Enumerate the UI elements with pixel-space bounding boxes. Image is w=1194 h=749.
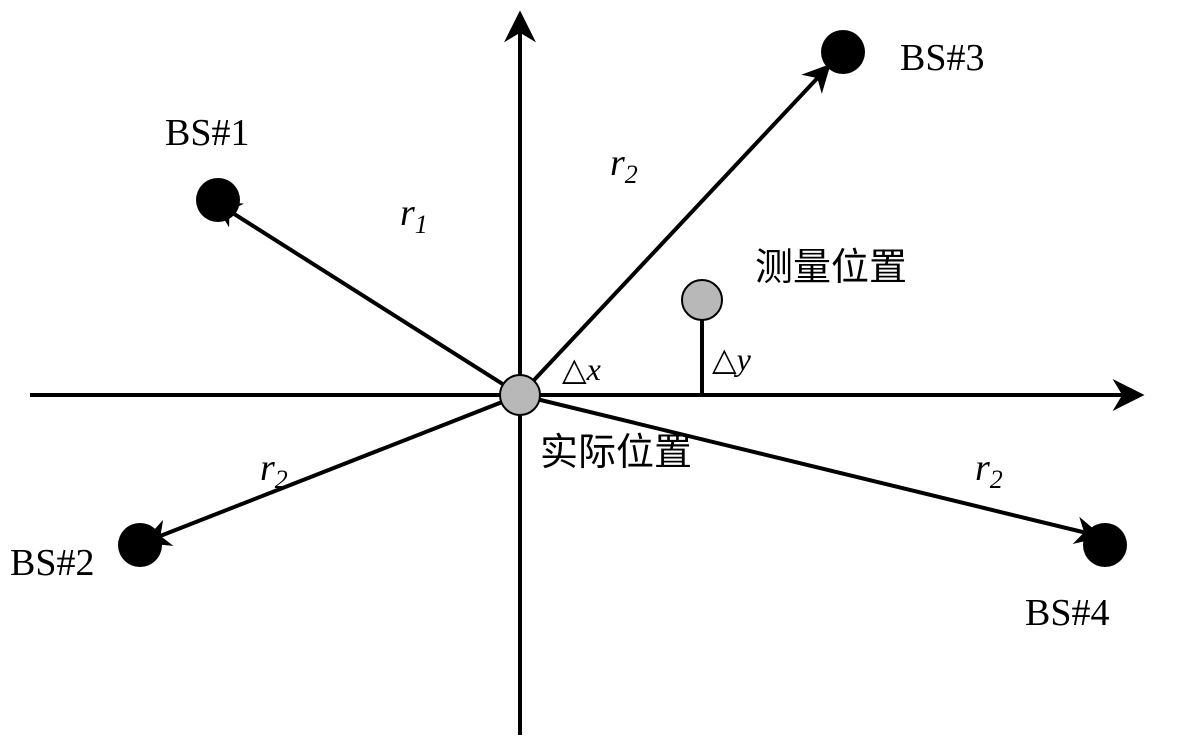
label-r2-bs2: r2 <box>260 447 288 494</box>
label-delta-x: △x <box>562 351 601 387</box>
label-bs2: BS#2 <box>10 542 94 584</box>
label-r1: r1 <box>400 192 428 239</box>
label-r2-bs3: r2 <box>610 142 638 189</box>
vector-r1 <box>220 205 520 395</box>
base-station-bs3 <box>821 30 865 74</box>
label-r2-bs4: r2 <box>975 447 1003 494</box>
base-station-bs2 <box>118 523 162 567</box>
vector-r2_bs2 <box>150 395 520 540</box>
actual-position <box>500 375 540 415</box>
label-bs1: BS#1 <box>165 112 249 154</box>
label-bs3: BS#3 <box>900 37 984 79</box>
base-station-bs1 <box>196 178 240 222</box>
vector-r2_bs3 <box>520 70 825 395</box>
label-actual-position: 实际位置 <box>540 432 692 474</box>
label-bs4: BS#4 <box>1025 592 1109 634</box>
label-measured-position: 测量位置 <box>755 247 907 289</box>
measured-position <box>682 280 722 320</box>
base-station-bs4 <box>1083 523 1127 567</box>
label-delta-y: △y <box>712 341 752 377</box>
